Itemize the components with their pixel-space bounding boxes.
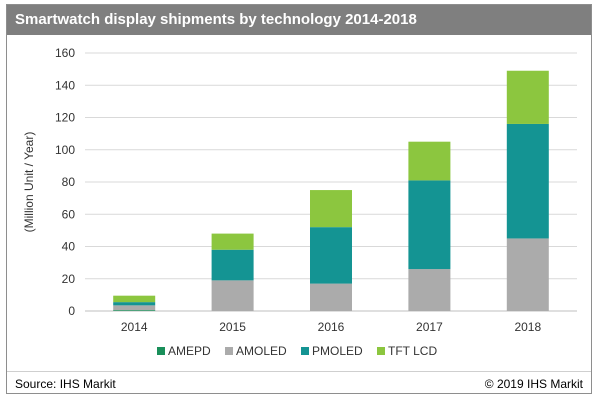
y-tick-label: 140 [55, 78, 75, 92]
y-tick-label: 80 [62, 175, 76, 189]
x-tick-label: 2015 [219, 320, 246, 334]
title-bar: Smartwatch display shipments by technolo… [7, 5, 591, 35]
bar-segment-pmoled [408, 180, 451, 270]
legend-label: AMEPD [168, 344, 211, 358]
bar-segment-amoled [113, 305, 156, 311]
y-tick-label: 120 [55, 111, 75, 125]
y-tick-label: 100 [55, 143, 75, 157]
legend-swatch [157, 347, 165, 355]
y-tick-label: 40 [62, 240, 76, 254]
y-tick-label: 160 [55, 46, 75, 60]
legend-label: PMOLED [312, 344, 363, 358]
legend-swatch [301, 347, 309, 355]
legend-label: TFT LCD [388, 344, 437, 358]
x-tick-label: 2017 [416, 320, 443, 334]
x-tick-label: 2018 [514, 320, 541, 334]
x-tick-label: 2016 [318, 320, 345, 334]
bar-segment-pmoled [211, 249, 254, 281]
chart-plot: 0 20 40 60 80 100 120 140 160 (Million Unit / Yea… [22, 46, 577, 358]
x-tick-label: 2014 [121, 320, 148, 334]
y-tick-label: 60 [62, 207, 76, 221]
bar-segment-tft-lcd [506, 70, 549, 124]
chart-title: Smartwatch display shipments by technolo… [15, 11, 417, 28]
bar-segment-tft-lcd [310, 190, 352, 228]
chart-frame: Smartwatch display shipments by technolo… [6, 4, 592, 394]
copyright-note: © 2019 IHS Markit [484, 377, 583, 391]
bar-segment-tft-lcd [211, 233, 254, 250]
bar-segment-amoled [506, 238, 549, 311]
legend-swatch [377, 347, 385, 355]
bar-segment-amoled [408, 269, 451, 311]
source-note: Source: IHS Markit [15, 377, 116, 391]
bar-segment-amoled [310, 283, 352, 311]
legend-swatch [225, 347, 233, 355]
bar-segment-tft-lcd [408, 141, 451, 181]
bar-segment-amepd [113, 310, 156, 311]
y-tick-label: 20 [62, 272, 76, 286]
y-axis-label: (Million Unit / Year) [22, 132, 36, 233]
bar-segment-pmoled [506, 123, 549, 239]
bar-segment-tft-lcd [113, 295, 156, 303]
y-tick-label: 0 [68, 304, 75, 318]
bar-segment-pmoled [310, 227, 352, 284]
bar-segment-pmoled [113, 302, 156, 306]
legend-label: AMOLED [236, 344, 287, 358]
bar-segment-amoled [211, 280, 254, 311]
footer-divider [7, 371, 591, 372]
